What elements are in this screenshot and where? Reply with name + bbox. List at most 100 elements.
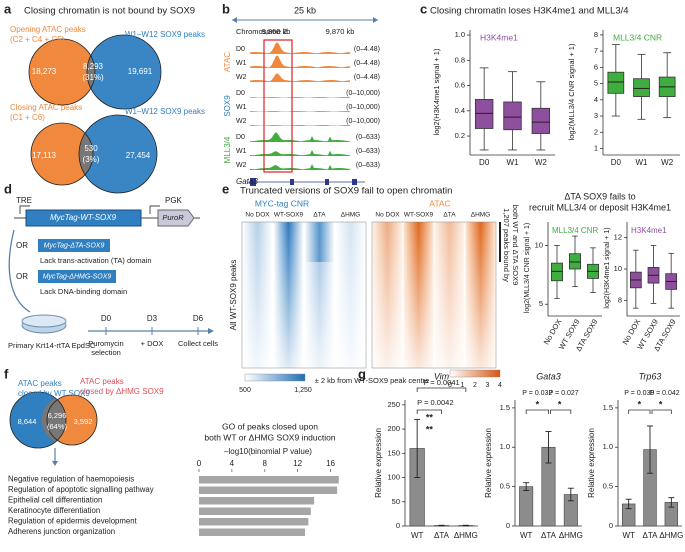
puro-box	[157, 209, 195, 227]
label: ΔTA	[313, 212, 326, 219]
label: D0	[236, 134, 245, 141]
box	[607, 71, 625, 94]
y-tick-label: 5	[594, 79, 598, 88]
label: D0	[101, 314, 112, 323]
track	[250, 132, 350, 142]
label: Lack DNA-binding domain	[40, 287, 127, 296]
x-tick-label: ΔTA	[434, 531, 450, 540]
x-tick-label: ΔTA	[541, 531, 557, 540]
heatmap-fade	[273, 222, 304, 368]
box	[551, 262, 563, 282]
label: (31%)	[82, 73, 104, 82]
label: selection	[91, 348, 121, 357]
y-tick-label: 150	[387, 448, 400, 457]
y-tick-label: 0.5	[500, 482, 510, 491]
x-tick-label: W1	[636, 158, 649, 167]
label: 19,691	[128, 67, 153, 76]
track	[250, 73, 350, 82]
bar	[199, 507, 311, 515]
label: ± 2 kb from WT-SOX9 peak centre	[315, 376, 430, 385]
label: Negative regulation of haemopoiesis	[8, 475, 134, 484]
label: WT-SOX9	[274, 212, 304, 219]
label: 17,113	[32, 151, 56, 160]
y-tick-label: 1.0	[455, 30, 465, 39]
y-tick-label: 1.0	[500, 442, 510, 451]
bar	[519, 486, 534, 527]
label: 8,644	[18, 417, 37, 426]
bracket	[628, 409, 672, 414]
colorbar	[449, 369, 501, 378]
label: (0–4.48)	[354, 74, 380, 81]
label: MycTag-WT-SOX9	[50, 213, 117, 222]
bar	[199, 528, 306, 536]
box	[503, 101, 522, 131]
label: (0–4.48)	[354, 60, 380, 67]
label: MycTag-ΔHMG-SOX9	[43, 273, 112, 280]
chart-title: Vim	[434, 371, 450, 381]
venn-outline	[28, 38, 96, 106]
heatmap-fade	[242, 222, 273, 368]
x-tick-label: 0	[197, 459, 202, 468]
label: MycTag-ΔTA-SOX9	[44, 242, 105, 249]
heatmap-fade	[465, 222, 496, 368]
x-tick-label: WT	[520, 531, 533, 540]
track	[250, 164, 350, 170]
exon	[352, 179, 357, 185]
label: (0–10,000)	[346, 118, 380, 125]
label: 3	[486, 382, 490, 389]
label: 27,454	[126, 151, 151, 160]
y-tick-label: 8	[594, 30, 598, 39]
gene-box	[38, 239, 110, 252]
label: D0	[236, 46, 245, 53]
exon	[325, 179, 329, 185]
label: 2	[473, 382, 477, 389]
track	[250, 42, 350, 54]
heatmap-frame	[241, 221, 367, 369]
label: ATAC	[429, 198, 450, 208]
label: Adherens junction organization	[8, 527, 115, 536]
arrowhead	[52, 461, 58, 466]
label: P = 0.027	[549, 390, 579, 397]
heatmap-fade	[434, 222, 465, 368]
label: P = 0.0041	[423, 378, 459, 387]
x-tick-label: D0	[611, 158, 622, 167]
x-tick-label: WT	[622, 531, 635, 540]
x-tick-label: ΔHMG	[659, 531, 683, 540]
y-tick-label: 0.6	[455, 81, 465, 90]
label: MLL3/4	[223, 136, 232, 163]
label: Lack trans-activation (TA) domain	[40, 256, 152, 265]
heatmap-fade	[335, 222, 366, 368]
y-tick-label: 6	[594, 62, 598, 71]
label: MYC-tag CNR	[255, 198, 309, 208]
label: *	[558, 399, 562, 409]
dish-top	[21, 314, 67, 328]
label: 8,293	[83, 62, 104, 71]
gene-box	[38, 270, 116, 283]
label: P = 0.039	[624, 390, 654, 397]
x-tick-label: 8	[263, 459, 268, 468]
y-tick-label: 0.4	[455, 106, 465, 115]
y-tick-label: 0	[506, 521, 510, 530]
bracket	[525, 409, 572, 414]
label: (3%)	[83, 155, 100, 164]
y-tick-label: 100	[387, 473, 400, 482]
label: closed by WT SOX9	[18, 389, 90, 398]
label: W1–W12 SOX9 peaks	[125, 107, 205, 116]
x-tick-label: ΔHMG	[454, 531, 478, 540]
arrow	[8, 229, 31, 313]
label: ΔTA	[443, 212, 456, 219]
panel-title: Closing chromatin loses H3K4me1 and MLL3…	[430, 6, 629, 17]
label: 9,870 kb	[326, 27, 355, 36]
label: D6	[193, 314, 204, 323]
track	[250, 97, 350, 98]
y-tick-label: 0.8	[455, 55, 465, 64]
x-tick-label: WT	[411, 531, 424, 540]
label: D0	[236, 90, 245, 97]
label: 530	[84, 144, 98, 153]
track	[250, 150, 350, 156]
y-tick-label: 8	[618, 295, 622, 304]
label: Relative expression	[484, 428, 493, 498]
label: + DOX	[141, 339, 164, 348]
label: (C2 + C4 + C5)	[10, 35, 65, 44]
